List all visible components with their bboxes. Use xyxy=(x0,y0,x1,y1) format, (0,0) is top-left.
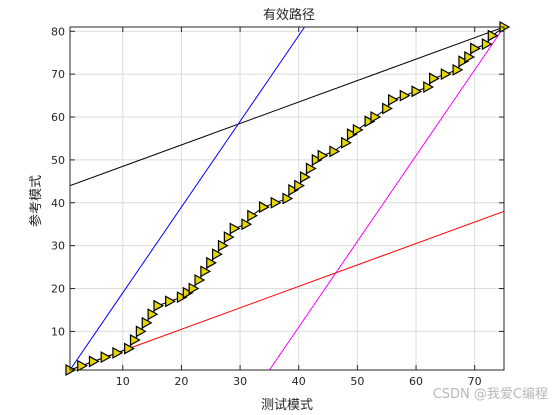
path-point-marker xyxy=(217,239,229,252)
path-point-marker xyxy=(382,102,393,115)
x-tick-label: 20 xyxy=(174,375,188,388)
y-tick-label: 40 xyxy=(51,197,65,210)
path-point-marker xyxy=(124,342,135,355)
path-point-marker xyxy=(452,63,464,76)
path-point-marker xyxy=(165,295,176,308)
x-tick-label: 10 xyxy=(116,375,130,388)
x-tick-label: 50 xyxy=(350,375,364,388)
path-point-marker xyxy=(141,316,153,329)
y-tick-label: 50 xyxy=(51,154,65,167)
path-point-marker xyxy=(176,291,188,304)
x-tick-label: 60 xyxy=(409,375,423,388)
path-point-marker xyxy=(129,333,141,347)
path-point-marker xyxy=(223,231,235,244)
path-point-marker xyxy=(352,123,364,136)
path-point-marker xyxy=(411,85,423,98)
series-line xyxy=(70,27,306,370)
x-tick-label: 70 xyxy=(468,375,482,388)
path-point-marker xyxy=(241,218,253,231)
path-point-marker xyxy=(364,115,376,128)
path-point-marker xyxy=(147,308,159,321)
path-point-marker xyxy=(200,265,212,278)
y-tick-label: 60 xyxy=(51,111,65,124)
path-point-marker xyxy=(247,209,259,222)
series-line xyxy=(70,27,504,187)
path-point-marker xyxy=(387,93,399,106)
path-point-marker xyxy=(282,192,294,205)
path-point-marker xyxy=(317,149,329,162)
x-tick-label: 30 xyxy=(233,375,247,388)
path-point-marker xyxy=(464,50,476,64)
plot-series xyxy=(65,20,511,377)
path-point-marker xyxy=(346,128,358,141)
path-point-marker xyxy=(270,196,282,209)
path-point-marker xyxy=(188,282,200,295)
path-point-marker xyxy=(294,179,305,192)
path-point-marker xyxy=(229,222,241,235)
path-point-marker xyxy=(206,256,217,269)
chart-title: 有效路径 xyxy=(263,7,315,23)
path-point-marker xyxy=(487,29,499,42)
path-point-marker xyxy=(77,359,88,372)
y-tick-label: 30 xyxy=(51,240,65,253)
x-axis-label: 测试模式 xyxy=(261,398,313,413)
path-point-marker xyxy=(311,153,323,166)
watermark-text: CSDN @我爱C编程 xyxy=(433,387,548,402)
path-point-marker xyxy=(470,42,481,55)
path-point-marker xyxy=(112,346,124,359)
path-point-marker xyxy=(440,68,452,81)
path-point-marker xyxy=(370,111,382,124)
y-tick-label: 80 xyxy=(51,25,65,38)
path-point-marker xyxy=(288,183,300,196)
path-point-marker xyxy=(182,286,194,299)
y-tick-label: 20 xyxy=(51,283,65,296)
axis-ticks: 10 20 30 40 50 60 70 10 20 30 40 50 60 70 80 xyxy=(51,25,504,388)
path-point-marker xyxy=(212,248,223,261)
path-point-marker xyxy=(194,273,206,286)
series-line xyxy=(268,27,504,370)
path-point-marker xyxy=(399,89,411,102)
path-point-marker xyxy=(481,38,493,51)
axes-box xyxy=(69,26,505,371)
path-point-marker xyxy=(88,355,100,368)
path-point-marker xyxy=(305,162,317,175)
y-tick-label: 10 xyxy=(51,325,65,338)
y-axis-label: 参考模式 xyxy=(28,175,44,227)
y-tick-label: 70 xyxy=(51,68,65,81)
path-point-marker xyxy=(458,55,470,68)
path-point-marker xyxy=(135,325,147,338)
x-tick-label: 40 xyxy=(292,375,306,388)
path-point-marker xyxy=(329,145,341,158)
series-line xyxy=(70,210,504,370)
path-point-marker xyxy=(299,171,311,184)
path-point-marker xyxy=(258,201,270,214)
path-point-marker xyxy=(153,299,165,312)
path-point-marker xyxy=(429,72,440,85)
path-point-marker xyxy=(341,136,352,149)
path-point-marker xyxy=(423,81,434,94)
path-point-marker xyxy=(100,351,112,364)
